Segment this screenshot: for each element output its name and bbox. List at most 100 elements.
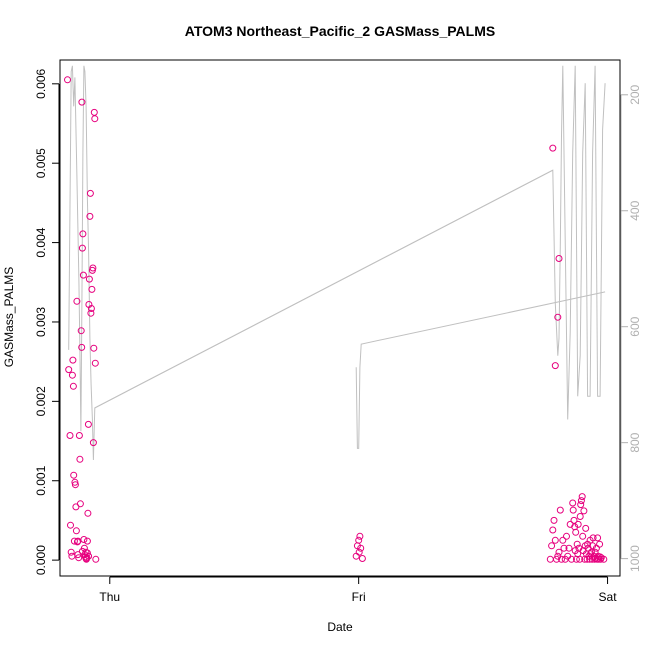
data-point-26 [79, 271, 87, 279]
data-point-18 [75, 432, 83, 439]
data-point-40 [86, 189, 94, 197]
pressure-line-3 [355, 291, 606, 449]
y-right-tick-label-3: 800 [628, 432, 642, 452]
data-point-14 [73, 297, 81, 305]
data-point-64 [358, 555, 366, 562]
x-tick-label-2: Sat [599, 590, 618, 604]
data-point-74 [553, 555, 560, 563]
data-point-96 [574, 520, 582, 528]
data-point-21 [77, 327, 85, 335]
y-right-tick-label-0: 200 [628, 84, 642, 104]
data-point-25 [79, 230, 87, 238]
y-tick-label-2: 0.002 [34, 386, 48, 416]
data-point-6 [68, 371, 76, 379]
data-point-72 [550, 516, 558, 524]
data-point-19 [76, 455, 84, 463]
data-point-20 [76, 500, 84, 508]
x-axis-label: Date [327, 620, 353, 634]
data-point-41 [87, 309, 95, 317]
data-point-3 [67, 521, 74, 529]
data-point-8 [69, 382, 77, 390]
data-point-50 [91, 359, 99, 367]
data-point-9 [70, 471, 78, 479]
data-point-87 [569, 499, 577, 507]
data-point-13 [72, 527, 80, 535]
data-point-79 [559, 536, 567, 544]
y-tick-label-6: 0.006 [34, 68, 48, 98]
data-point-73 [551, 536, 559, 544]
data-point-43 [88, 285, 96, 293]
data-point-130 [596, 540, 604, 548]
data-point-63 [357, 544, 365, 552]
data-point-120 [589, 534, 597, 542]
data-point-11 [71, 481, 79, 489]
data-point-23 [78, 98, 86, 106]
data-point-54 [78, 547, 86, 555]
y-right-tick-label-2: 600 [628, 316, 642, 336]
data-point-108 [582, 524, 590, 532]
data-point-78 [558, 555, 565, 563]
data-point-2 [66, 432, 74, 439]
data-point-68 [555, 255, 563, 262]
x-axis: Thu Fri Sat [99, 576, 618, 604]
y-tick-label-4: 0.004 [34, 227, 48, 257]
data-point-22 [78, 343, 86, 351]
data-point-134 [600, 555, 608, 563]
data-point-82 [563, 532, 570, 540]
data-point-7 [69, 356, 77, 364]
data-point-4 [67, 548, 75, 556]
data-point-103 [579, 532, 587, 540]
data-point-0 [64, 76, 71, 84]
pressure-line-2 [94, 169, 554, 409]
data-point-86 [568, 555, 575, 563]
data-point-42 [87, 305, 95, 312]
data-point-53 [74, 537, 82, 545]
data-point-1 [65, 366, 73, 374]
data-point-38 [85, 275, 93, 283]
data-point-100 [577, 501, 585, 509]
data-point-105 [580, 507, 588, 515]
data-point-101 [577, 497, 585, 505]
data-point-17 [75, 554, 83, 562]
chart-title: ATOM3 Northeast_Pacific_2 GASMass_PALMS [185, 23, 495, 39]
pressure-line-layer [68, 65, 606, 461]
y-tick-label-1: 0.001 [34, 465, 48, 495]
scatter-point-layer [64, 76, 608, 563]
y-right-tick-label-1: 400 [628, 200, 642, 220]
y-right-tick-label-4: 1000 [628, 545, 642, 572]
y-axis-right: 200 400 600 800 1000 [620, 84, 642, 572]
pressure-line-1 [68, 65, 606, 461]
data-point-92 [572, 528, 580, 536]
data-point-80 [560, 544, 568, 552]
data-point-57 [85, 552, 93, 560]
data-point-52 [70, 537, 78, 545]
data-point-55 [83, 537, 91, 545]
data-point-45 [89, 264, 97, 272]
y-tick-label-0: 0.000 [34, 545, 48, 575]
data-point-60 [355, 536, 363, 544]
data-point-16 [74, 551, 82, 559]
y-axis-left: 0.000 0.001 0.002 0.003 0.004 0.005 0.006 [34, 68, 60, 575]
data-point-99 [576, 513, 584, 520]
data-point-65 [549, 144, 557, 152]
plot-frame [59, 59, 621, 577]
data-point-51 [92, 555, 100, 563]
data-point-49 [91, 115, 99, 123]
data-point-127 [594, 534, 602, 542]
y-axis-label: GASMass_PALMS [2, 267, 16, 367]
data-point-36 [84, 420, 92, 428]
data-point-94 [573, 540, 581, 548]
data-point-70 [548, 542, 556, 550]
data-point-76 [555, 548, 563, 556]
data-point-39 [86, 212, 94, 220]
data-point-84 [565, 544, 573, 552]
data-point-88 [569, 506, 577, 514]
data-point-47 [90, 344, 98, 352]
y-tick-label-3: 0.003 [34, 307, 48, 337]
data-point-102 [578, 493, 586, 501]
data-point-33 [83, 554, 91, 562]
y-tick-label-5: 0.005 [34, 148, 48, 178]
